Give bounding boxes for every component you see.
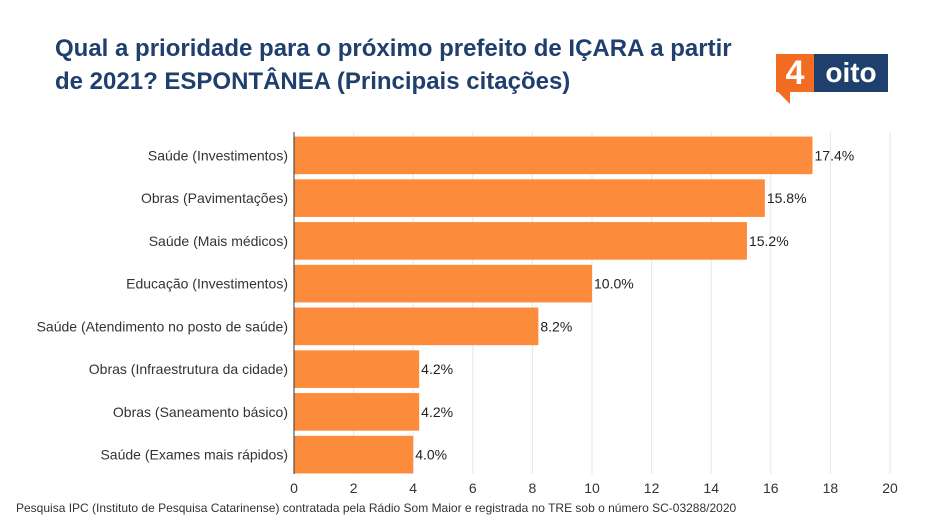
x-tick-label: 4	[409, 480, 417, 496]
category-label: Saúde (Mais médicos)	[149, 233, 288, 249]
x-tick-label: 12	[644, 480, 660, 496]
category-label: Obras (Infraestrutura da cidade)	[89, 361, 288, 377]
data-label: 10.0%	[594, 276, 634, 292]
brand-logo: 4 oito	[776, 54, 888, 104]
bar	[294, 435, 414, 474]
category-label: Saúde (Investimentos)	[148, 147, 288, 163]
data-label: 4.0%	[415, 447, 447, 463]
data-label: 15.2%	[749, 233, 789, 249]
data-label: 15.8%	[767, 190, 807, 206]
category-label: Educação (Investimentos)	[126, 276, 288, 292]
x-tick-label: 2	[350, 480, 358, 496]
x-tick-label: 8	[529, 480, 537, 496]
data-label: 17.4%	[815, 147, 855, 163]
source-footnote: Pesquisa IPC (Instituto de Pesquisa Cata…	[16, 501, 737, 515]
data-label: 4.2%	[421, 404, 453, 420]
x-tick-label: 20	[882, 480, 898, 496]
bar	[294, 393, 420, 431]
category-label: Obras (Pavimentações)	[141, 190, 288, 206]
x-tick-label: 14	[703, 480, 719, 496]
bar	[294, 222, 747, 260]
bar	[294, 179, 765, 217]
category-label: Saúde (Exames mais rápidos)	[100, 447, 288, 463]
category-label: Saúde (Atendimento no posto de saúde)	[37, 318, 288, 334]
x-tick-label: 0	[290, 480, 298, 496]
data-label: 8.2%	[540, 318, 572, 334]
category-label: Obras (Saneamento básico)	[113, 404, 288, 420]
bar	[294, 136, 813, 175]
bar	[294, 307, 539, 346]
bar	[294, 264, 592, 303]
data-label: 4.2%	[421, 361, 453, 377]
logo-text: oito	[814, 54, 888, 92]
bar	[294, 350, 420, 388]
logo-number: 4	[776, 54, 814, 92]
x-tick-label: 10	[584, 480, 600, 496]
x-tick-label: 6	[469, 480, 477, 496]
chart-title: Qual a prioridade para o próximo prefeit…	[55, 35, 732, 95]
x-tick-label: 18	[823, 480, 839, 496]
x-tick-label: 16	[763, 480, 779, 496]
